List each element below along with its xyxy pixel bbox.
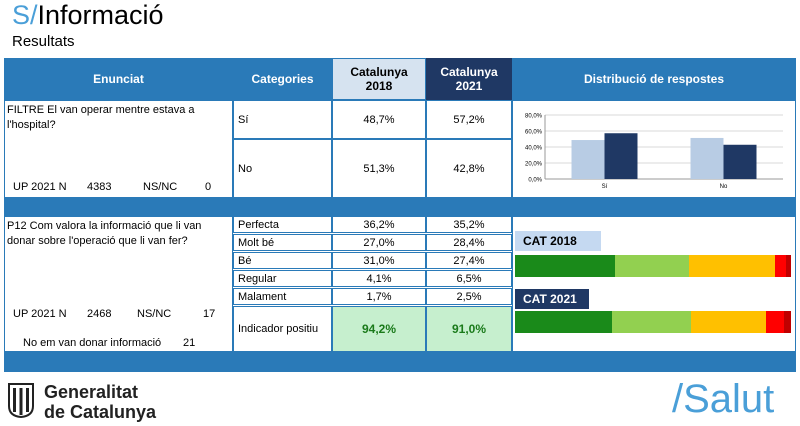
q2-row-label: Regular	[233, 270, 332, 287]
q2-up-label: UP 2021 N	[13, 308, 67, 320]
q2-extra-value: 21	[183, 337, 196, 349]
indicator-2021: 91,0%	[426, 306, 512, 352]
q1-up-value: 4383	[87, 181, 112, 193]
header-distribucio: Distribució de respostes	[512, 58, 796, 100]
segment-regular	[774, 255, 787, 277]
segment-malament	[786, 255, 791, 277]
q2-question-cell: P12 Com valora la informació que li van …	[4, 216, 233, 352]
cat2018-label: CAT 2018	[515, 231, 601, 251]
q2-up-value: 2468	[87, 308, 112, 320]
q2-row-2021: 27,4%	[426, 252, 512, 269]
q2-row-label: Bé	[233, 252, 332, 269]
q1-row-no-2021: 42,8%	[426, 139, 512, 198]
q1-chart-panel: 0,0% 20,0% 40,0% 60,0% 80,0% Sí No	[512, 100, 796, 198]
header-catalunya-2021: Catalunya 2021	[426, 58, 512, 100]
q1-bar-chart: 0,0% 20,0% 40,0% 60,0% 80,0% Sí No	[525, 114, 783, 190]
q1-row-si-label: Sí	[233, 100, 332, 139]
page-subtitle: Resultats	[12, 33, 75, 50]
generalitat-logo-icon	[6, 382, 36, 419]
bar-2021	[604, 133, 638, 179]
q1-nsnc-label: NS/NC	[143, 181, 178, 193]
q2-row-2018: 1,7%	[332, 288, 426, 305]
y-tick-label: 20,0%	[525, 162, 543, 168]
indicator-label: Indicador positiu	[233, 306, 332, 352]
q2-extra-label: No em van donar informació	[23, 337, 162, 349]
bar-2018	[571, 140, 605, 179]
bar-2018	[690, 137, 724, 179]
q1-row-si-2018: 48,7%	[332, 100, 426, 139]
segment-molt-bé	[614, 255, 690, 277]
q2-chart-panel: CAT 2018 CAT 2021	[512, 216, 796, 352]
q2-row-2021: 2,5%	[426, 288, 512, 305]
q2-question: P12 Com valora la informació que li van …	[7, 220, 202, 247]
y-tick-label: 0,0%	[528, 178, 542, 184]
bottom-band	[4, 352, 796, 372]
q1-row-no-2018: 51,3%	[332, 139, 426, 198]
q1-question-cell: FILTRE El van operar mentre estava a l'h…	[4, 100, 233, 198]
segment-perfecta	[515, 255, 615, 277]
y-tick-label: 40,0%	[525, 146, 543, 152]
cat2018-stacked-bar	[515, 255, 791, 277]
page-title: S/Informació	[12, 0, 164, 30]
cat2021-stacked-bar	[515, 311, 791, 333]
segment-molt-bé	[612, 311, 691, 333]
header-catalunya-2018: Catalunya 2018	[332, 58, 426, 100]
y-tick-label: 80,0%	[525, 114, 543, 120]
q2-nsnc-value: 17	[203, 308, 216, 320]
segment-bé	[690, 311, 767, 333]
q2-nsnc-label: NS/NC	[137, 308, 172, 320]
header-categories: Categories	[233, 58, 332, 100]
q1-nsnc-value: 0	[205, 181, 212, 193]
q2-row-label: Malament	[233, 288, 332, 305]
q2-row-label: Molt bé	[233, 234, 332, 251]
cat2021-label: CAT 2021	[515, 289, 589, 309]
q1-row-no-label: No	[233, 139, 332, 198]
section-divider	[4, 198, 796, 216]
q1-up-label: UP 2021 N	[13, 181, 67, 193]
q1-question: FILTRE El van operar mentre estava a l'h…	[7, 104, 195, 131]
org-name-line2: de Catalunya	[44, 402, 157, 422]
header-enunciat: Enunciat	[4, 58, 233, 100]
q1-row-si-2021: 57,2%	[426, 100, 512, 139]
segment-regular	[766, 311, 785, 333]
title-text: Informació	[37, 0, 164, 30]
header-2021-label: Catalunya 2021	[440, 65, 498, 93]
q2-row-2018: 31,0%	[332, 252, 426, 269]
q2-row-2018: 4,1%	[332, 270, 426, 287]
header-2018-label: Catalunya 2018	[350, 65, 408, 93]
salut-brand: /Salut	[672, 377, 775, 421]
x-tick-label: Sí	[602, 184, 608, 190]
org-name-line1: Generalitat	[44, 382, 139, 402]
q2-row-2021: 6,5%	[426, 270, 512, 287]
segment-malament	[784, 311, 791, 333]
q2-row-2018: 36,2%	[332, 216, 426, 233]
indicator-2018: 94,2%	[332, 306, 426, 352]
title-prefix: S/	[12, 0, 38, 30]
y-tick-label: 60,0%	[525, 130, 543, 136]
x-tick-label: No	[720, 184, 728, 190]
segment-perfecta	[515, 311, 613, 333]
q2-row-2021: 28,4%	[426, 234, 512, 251]
segment-bé	[689, 255, 775, 277]
q2-row-2018: 27,0%	[332, 234, 426, 251]
bar-2021	[723, 144, 757, 179]
q2-row-label: Perfecta	[233, 216, 332, 233]
q2-row-2021: 35,2%	[426, 216, 512, 233]
